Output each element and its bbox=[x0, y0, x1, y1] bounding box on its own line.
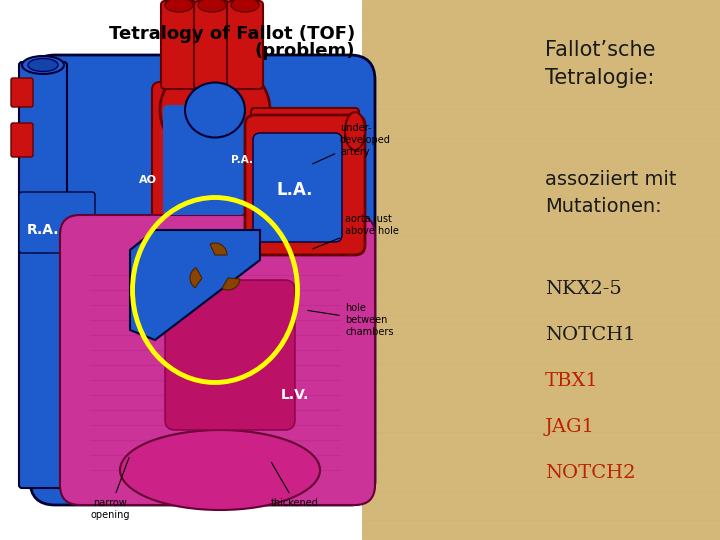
Text: hole
between
chambers: hole between chambers bbox=[307, 303, 394, 336]
FancyBboxPatch shape bbox=[152, 82, 258, 228]
Ellipse shape bbox=[22, 56, 64, 74]
Ellipse shape bbox=[198, 0, 226, 12]
Ellipse shape bbox=[28, 58, 58, 71]
Text: TBX1: TBX1 bbox=[545, 372, 599, 390]
Polygon shape bbox=[130, 230, 260, 340]
FancyBboxPatch shape bbox=[253, 133, 342, 242]
Text: L.V.: L.V. bbox=[281, 388, 309, 402]
Text: NOTCH1: NOTCH1 bbox=[545, 326, 636, 344]
FancyBboxPatch shape bbox=[161, 1, 197, 89]
Wedge shape bbox=[190, 268, 202, 288]
FancyBboxPatch shape bbox=[165, 280, 295, 430]
Text: (problem): (problem) bbox=[254, 42, 355, 60]
FancyBboxPatch shape bbox=[60, 215, 375, 505]
Text: P.A.: P.A. bbox=[231, 155, 253, 165]
FancyBboxPatch shape bbox=[19, 192, 95, 253]
Text: NKX2-5: NKX2-5 bbox=[545, 280, 622, 298]
Text: JAG1: JAG1 bbox=[545, 418, 595, 436]
FancyBboxPatch shape bbox=[251, 108, 359, 154]
Ellipse shape bbox=[345, 112, 365, 150]
Text: Tetralogy of Fallot (TOF): Tetralogy of Fallot (TOF) bbox=[109, 25, 355, 43]
Text: assoziiert mit
Mutationen:: assoziiert mit Mutationen: bbox=[545, 170, 677, 215]
Text: narrow
opening: narrow opening bbox=[90, 457, 130, 519]
Bar bbox=[0, 0, 362, 540]
FancyBboxPatch shape bbox=[19, 62, 67, 488]
FancyBboxPatch shape bbox=[11, 78, 33, 107]
Wedge shape bbox=[222, 278, 240, 290]
Text: AO: AO bbox=[139, 175, 157, 185]
Ellipse shape bbox=[165, 0, 193, 12]
FancyBboxPatch shape bbox=[245, 115, 365, 255]
Text: L.A.: L.A. bbox=[276, 181, 313, 199]
FancyBboxPatch shape bbox=[194, 1, 230, 89]
Text: Fallot’sche
Tetralogie:: Fallot’sche Tetralogie: bbox=[545, 40, 655, 88]
Text: under-
developed
artery: under- developed artery bbox=[312, 124, 391, 164]
Wedge shape bbox=[210, 243, 227, 255]
Ellipse shape bbox=[120, 430, 320, 510]
Ellipse shape bbox=[231, 0, 259, 12]
Text: aorta just
above hole: aorta just above hole bbox=[312, 214, 399, 249]
Ellipse shape bbox=[185, 83, 245, 138]
FancyBboxPatch shape bbox=[11, 123, 33, 157]
Text: NOTCH2: NOTCH2 bbox=[545, 464, 636, 482]
Bar bbox=[362, 0, 720, 540]
Text: R.A.: R.A. bbox=[27, 223, 59, 237]
FancyBboxPatch shape bbox=[30, 55, 375, 505]
FancyBboxPatch shape bbox=[227, 1, 263, 89]
Ellipse shape bbox=[160, 60, 270, 160]
Text: thickened: thickened bbox=[271, 462, 319, 508]
FancyBboxPatch shape bbox=[163, 105, 245, 215]
